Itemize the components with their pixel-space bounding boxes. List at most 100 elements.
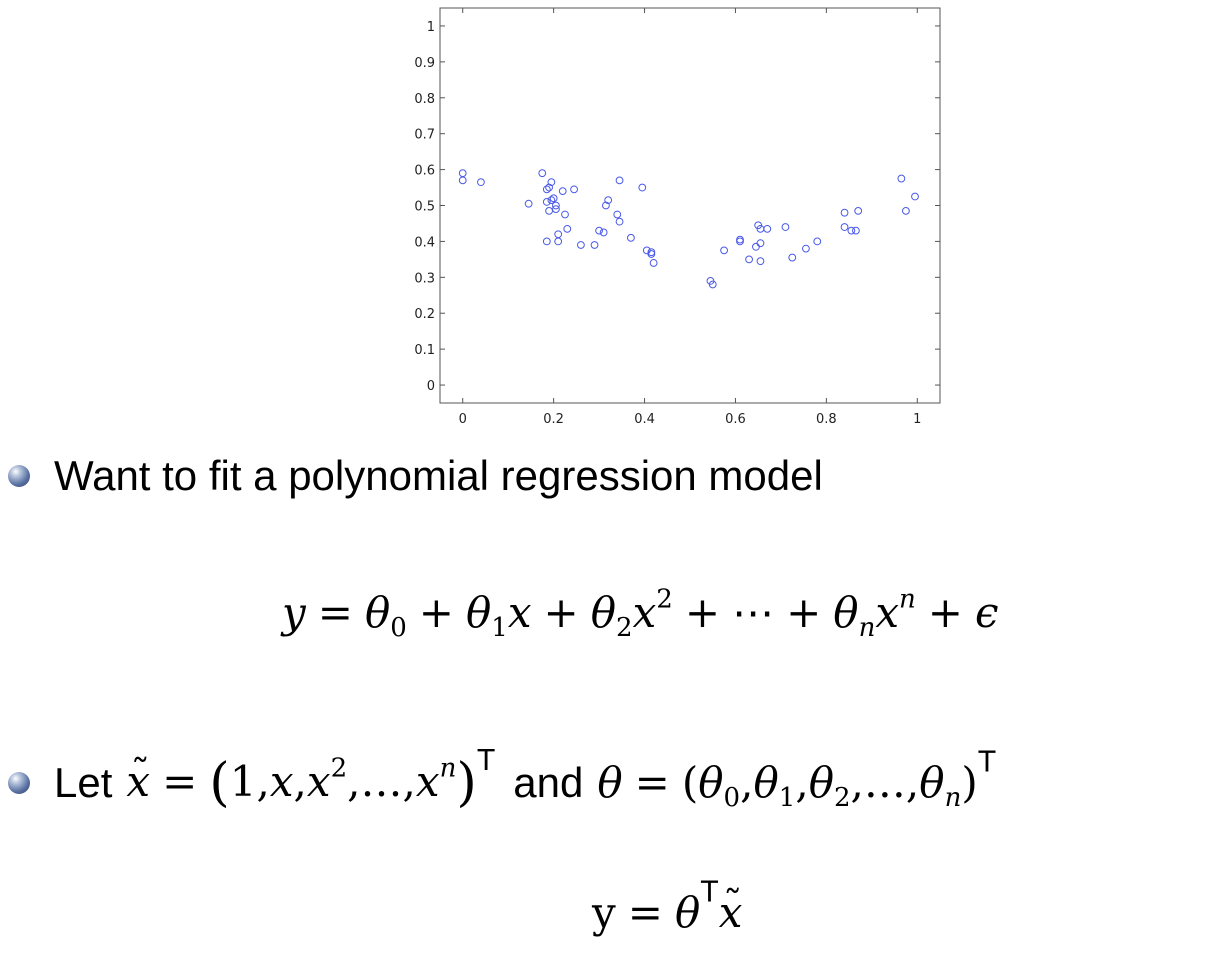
eq1-supn: n [899,584,916,615]
eq1-x1: x [507,588,532,637]
bullet-icon [8,771,30,794]
data-point [542,185,551,194]
equation-theta-vector: θ = (θ0,θ1,θ2,…,θn)T [597,747,996,811]
y-tick-label: 1 [427,20,435,35]
eq2-theta1: θ [753,758,779,807]
eq1-x2: x [632,588,657,637]
data-point [647,250,656,258]
equation-linear-form: y=θTx [592,877,743,937]
eq1-sub0: 0 [390,613,407,644]
data-point [552,205,560,213]
eq2-x-tilde: x [126,751,150,806]
eq2-comma-3: , [347,756,361,806]
eq2-lparen-2: ( [681,758,699,807]
eq1-sub1: 1 [491,613,508,644]
data-point [852,226,860,235]
bullet-text-1: Want to fit a polynomial regression mode… [54,452,823,499]
data-point [756,257,765,266]
eq2-xn: x [415,756,440,806]
data-point [524,199,533,208]
eq1-sup2: 2 [656,584,673,615]
eq3-y: y [592,888,616,937]
eq2-equals-1: = [162,756,198,806]
x-tick-label: 0.4 [634,412,655,427]
eq1-cdots: ⋯ [732,588,775,637]
eq2-theta2: θ [808,758,834,807]
data-point [458,176,467,185]
eq2-lparen-1: ( [209,752,230,813]
data-point [558,187,567,196]
equation-polynomial-model: y = θ0 + θ1x + θ2x2 + ⋯ + θnxn + ϵ [282,586,999,641]
eq2-transpose-1: T [476,744,496,778]
eq2-comma-4: , [402,756,416,806]
eq2-sub1: 1 [778,783,796,814]
scatter-plot-svg: 0 0.1 0.2 0.3 0.4 0.5 0.6 0.7 0.8 0.9 1 0 0.2 0.4 0.6 0… [414,7,941,427]
data-point [595,226,603,235]
data-point [538,169,547,178]
data-point [911,192,919,201]
eq3-x-tilde: x [719,882,743,937]
eq3-transpose: T [700,875,719,909]
y-tick-label: 0.9 [414,56,435,71]
bullet-item-1: Want to fit a polynomial regression mode… [8,452,823,500]
data-point [802,244,810,253]
data-point [615,176,624,185]
eq1-sub2: 2 [616,613,633,644]
eq2-x2: x [306,756,331,806]
eq1-y: y [282,588,306,637]
data-point [763,224,772,233]
eq3-equals: = [627,888,663,937]
data-point [840,223,849,231]
y-tick-label: 0.1 [414,343,435,358]
data-point [847,226,856,235]
data-point [604,196,613,205]
x-tick-label: 0.8 [816,412,837,427]
eq1-subn: n [858,613,876,644]
y-tick-label: 0.8 [414,92,435,107]
data-point [599,228,608,237]
data-point [602,201,610,210]
x-tick-label: 0 [459,412,467,427]
eq2-one: 1 [229,756,257,806]
data-point [788,253,797,262]
eq2-supn: n [439,753,457,784]
x-tick-label: 0.2 [543,412,564,427]
y-tick-label: 0.4 [414,235,435,250]
data-point [854,206,863,215]
plot-frame [439,7,941,404]
eq3-theta: θ [674,888,701,937]
data-point [542,237,551,246]
bullet-text-2-and: and [513,758,584,806]
y-tick-label: 0.2 [414,307,435,322]
eq1-plus-3: + [684,588,721,637]
y-tick-label: 0.3 [414,271,435,286]
eq1-thetan: θ [833,588,859,637]
data-point [552,201,560,210]
x-tick-label: 0.6 [725,412,746,427]
data-point [563,224,572,233]
eq2-dots-2: … [863,758,906,807]
data-point [781,223,790,231]
eq1-plus-2: + [543,588,579,637]
data-point [627,233,635,242]
ticks-layer: 0 0.1 0.2 0.3 0.4 0.5 0.6 0.7 0.8 0.9 1 0 0.2 0.4 0.6 0… [414,8,940,427]
eq2-x: x [269,756,294,806]
data-point [547,178,556,187]
eq2-transpose-2: T [977,745,997,779]
data-point [545,183,553,192]
eq2-sub0: 0 [723,783,741,814]
bullet-text-2-prefix: Let [54,758,113,806]
eq2-comma-5: , [740,758,754,807]
eq1-theta1: θ [466,588,492,637]
data-point [554,237,563,246]
eq2-theta0: θ [698,758,724,807]
eq2-theta: θ [597,758,623,807]
eq1-plus-1: + [418,588,454,637]
data-point [615,217,624,226]
data-point [745,255,753,264]
eq2-thetan: θ [919,758,945,807]
data-point [649,259,658,267]
data-point [756,239,765,248]
y-tick-label: 0.5 [414,200,435,215]
eq2-rparen-1: ) [456,752,477,813]
